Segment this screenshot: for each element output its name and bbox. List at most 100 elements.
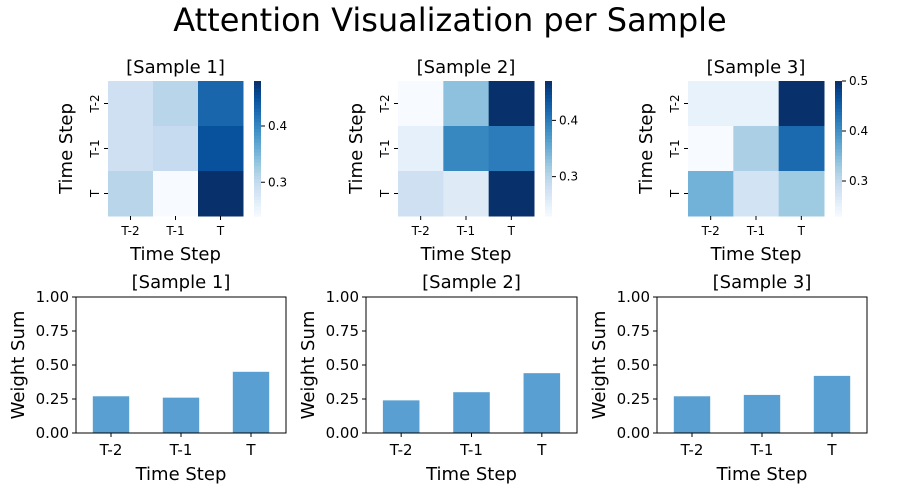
colorbar-tick-label: 0.3 — [849, 174, 868, 188]
colorbar-segment — [545, 111, 552, 116]
y-tick-label: 0.00 — [617, 424, 650, 442]
colorbar-segment — [835, 195, 842, 200]
colorbar-segment — [545, 94, 552, 99]
colorbar-segment — [545, 141, 552, 146]
x-axis-label: Time Step — [129, 244, 221, 265]
colorbar-segment — [835, 148, 842, 153]
colorbar-segment — [254, 202, 261, 207]
colorbar-segment — [254, 97, 261, 102]
colorbar-segment — [254, 124, 261, 129]
colorbar-segment — [254, 212, 261, 217]
colorbar-segment — [254, 158, 261, 163]
colorbar-segment — [545, 155, 552, 160]
x-tick-label: T — [245, 441, 256, 459]
colorbar-segment — [835, 205, 842, 210]
colorbar-segment — [254, 199, 261, 204]
colorbar-tick-label: 0.3 — [559, 170, 578, 184]
colorbar-tick-label: 0.4 — [559, 113, 578, 127]
heatmap-cell — [778, 126, 825, 172]
colorbar-segment — [254, 104, 261, 109]
colorbar-segment — [835, 192, 842, 197]
colorbar-segment — [254, 135, 261, 139]
subplot-1: T-2 T-1 T T-2 T-1 T [Sample 1] Time Step Time St… — [56, 57, 287, 265]
colorbar-segment — [545, 135, 552, 139]
colorbar-segment — [545, 202, 552, 207]
x-tick-label: T — [507, 224, 516, 238]
colorbar-segment — [545, 192, 552, 197]
colorbar-segment — [545, 195, 552, 200]
colorbar-segment — [254, 128, 261, 133]
bar — [453, 392, 490, 433]
colorbar-segment — [835, 182, 842, 187]
x-tick-label: T-2 — [120, 224, 139, 238]
y-tick-label: 0.75 — [36, 322, 69, 340]
y-axis-label: Time Step — [56, 103, 77, 195]
heatmap-cell — [398, 81, 444, 127]
colorbar-segment — [835, 131, 842, 136]
colorbar-segment — [545, 121, 552, 126]
y-tick-label: 1.00 — [326, 288, 359, 306]
heatmap-cell — [733, 81, 780, 127]
bar — [92, 396, 130, 433]
subplot-2: T-2 T-1 T T-2 T-1 T [Sample 2] Time Step Time St… — [346, 57, 578, 265]
x-tick-label: T-1 — [459, 441, 483, 459]
x-tick-label: T — [216, 224, 225, 238]
y-tick-label: 0.75 — [326, 322, 359, 340]
subplot-6: T-2 T-1 T 0.00 0.25 0.50 0.75 1.00 [Sample 3] Tim… — [589, 272, 868, 485]
colorbar-segment — [254, 111, 261, 116]
subplot-5: T-2 T-1 T 0.00 0.25 0.50 0.75 1.00 [Sample 2] Tim… — [298, 272, 578, 485]
colorbar-segment — [545, 172, 552, 177]
subplot-title: [Sample 1] — [126, 57, 225, 78]
colorbar-segment — [835, 199, 842, 204]
heatmap-cell — [153, 171, 199, 217]
heatmap-cell — [198, 126, 244, 172]
colorbar-segment — [545, 128, 552, 133]
colorbar-segment — [835, 81, 842, 85]
figure-title: Attention Visualization per Sample — [173, 1, 726, 39]
colorbar-segment — [254, 205, 261, 210]
colorbar-segment — [545, 178, 552, 183]
colorbar-segment — [835, 111, 842, 116]
colorbar-tick-label: 0.5 — [849, 74, 868, 88]
x-axis-label: Time Step — [135, 464, 227, 485]
x-axis-label: Time Step — [425, 464, 517, 485]
heatmap-cell — [488, 126, 535, 172]
colorbar-segment — [835, 101, 842, 106]
x-tick-label: T-2 — [701, 224, 720, 238]
y-axis-label: Weight Sum — [8, 311, 29, 420]
colorbar-segment — [254, 94, 261, 99]
colorbar-segment — [835, 118, 842, 123]
colorbar-segment — [254, 108, 261, 112]
colorbar-segment — [254, 162, 261, 166]
subplot-title: [Sample 1] — [132, 272, 231, 293]
y-axis-label: Weight Sum — [589, 311, 610, 420]
colorbar-segment — [545, 162, 552, 166]
colorbar-segment — [254, 121, 261, 126]
colorbar-segment — [835, 158, 842, 163]
colorbar-segment — [835, 104, 842, 109]
heatmap-cell — [198, 81, 244, 127]
colorbar-segment — [254, 165, 261, 170]
colorbar-segment — [545, 158, 552, 163]
colorbar-segment — [545, 145, 552, 150]
bar — [813, 375, 851, 433]
colorbar-segment — [835, 151, 842, 156]
colorbar-segment — [254, 84, 261, 89]
heatmap-cell — [398, 171, 444, 217]
colorbar-segment — [835, 185, 842, 190]
colorbar-segment — [835, 84, 842, 89]
heatmap-cell — [688, 126, 734, 172]
colorbar-segment — [835, 128, 842, 133]
colorbar-segment — [254, 118, 261, 123]
y-tick-label: T-1 — [378, 139, 392, 158]
colorbar-segment — [545, 114, 552, 119]
subplot-3: T-2 T-1 T T-2 T-1 T [Sample 3] Time Step Time St… — [636, 57, 868, 265]
heatmap-cell — [688, 81, 734, 127]
bar — [743, 394, 781, 433]
colorbar-segment — [835, 121, 842, 126]
colorbar-segment — [254, 148, 261, 153]
colorbar-segment — [835, 209, 842, 214]
subplot-title: [Sample 2] — [417, 57, 516, 78]
heatmap-cell — [488, 171, 535, 217]
